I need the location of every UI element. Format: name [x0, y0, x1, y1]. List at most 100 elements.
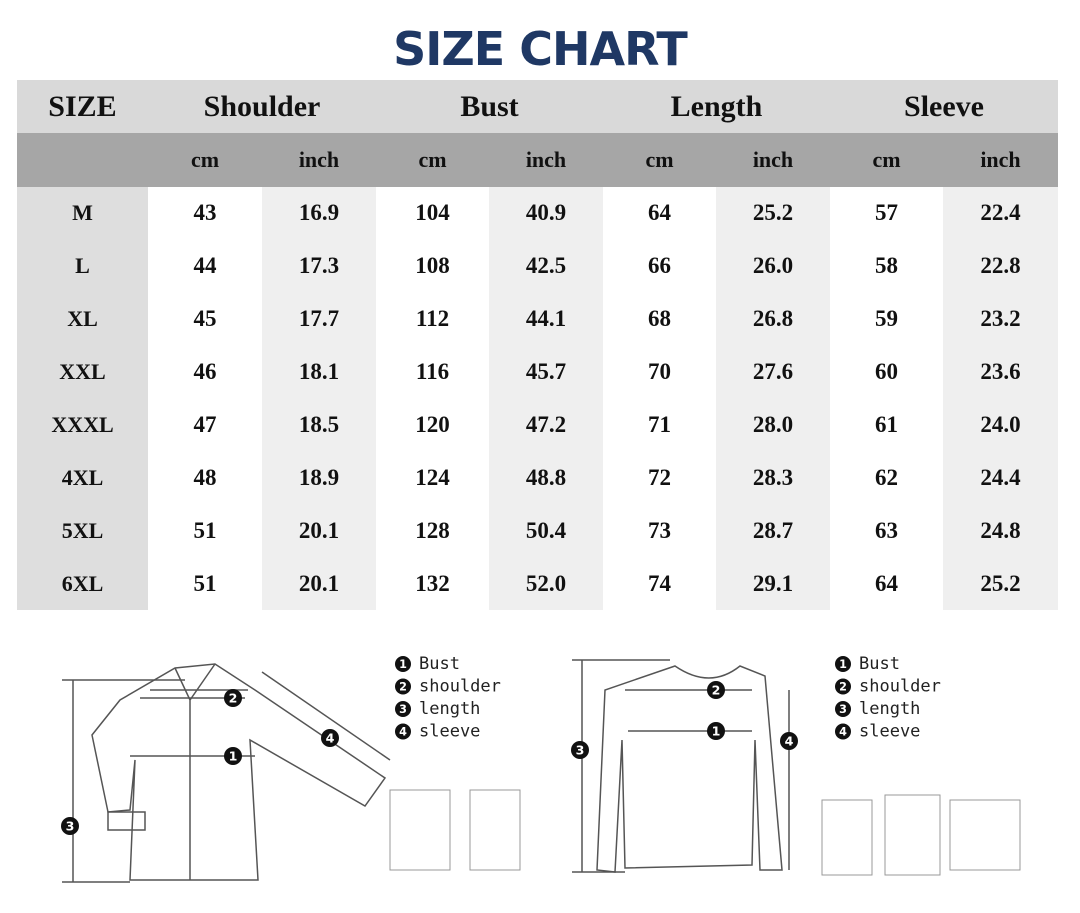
table-cell: 73 [603, 504, 716, 558]
table-cell: 26.0 [716, 239, 830, 293]
number-badge [395, 656, 411, 672]
table-cell: L [17, 239, 148, 293]
table-cell: 42.5 [489, 239, 603, 293]
table-cell: 71 [603, 398, 716, 452]
number-badge [835, 723, 851, 740]
header-cell: Bust [376, 80, 603, 133]
table-cell: 62 [830, 451, 943, 505]
number-text: 3 [576, 743, 585, 758]
table-cell: 60 [830, 345, 943, 399]
table-cell: 64 [830, 557, 943, 610]
table-cell: 25.2 [943, 557, 1058, 610]
legend-label: length [419, 699, 480, 719]
legend-label: Bust [419, 654, 460, 674]
table-cell: 47.2 [489, 398, 603, 452]
subheader-cell [17, 133, 148, 187]
number-badge [224, 689, 242, 707]
number-badge [835, 656, 851, 672]
table-cell: 68 [603, 292, 716, 346]
number-badge [395, 701, 411, 717]
header-cell: Length [603, 80, 830, 133]
table-cell: 72 [603, 451, 716, 505]
subheader-cell: inch [716, 133, 830, 187]
table-cell: 18.1 [262, 345, 376, 399]
table-cell: 4XL [17, 451, 148, 505]
table-cell: 51 [148, 557, 262, 610]
table-cell: 48.8 [489, 451, 603, 505]
subheader-cell: cm [603, 133, 716, 187]
number-badge [321, 729, 339, 747]
legend-label: shoulder [859, 677, 941, 697]
table-cell: 18.9 [262, 451, 376, 505]
table-cell: 74 [603, 557, 716, 610]
table-cell: 112 [376, 292, 489, 346]
number-badge [571, 741, 589, 759]
table-cell: 18.5 [262, 398, 376, 452]
table-cell: 24.8 [943, 504, 1058, 558]
number-text: 4 [326, 731, 335, 746]
number-text: 1 [229, 749, 238, 764]
table-cell: 52.0 [489, 557, 603, 610]
table-cell: 6XL [17, 557, 148, 610]
table-cell: 50.4 [489, 504, 603, 558]
table-cell: 63 [830, 504, 943, 558]
header-cell: SIZE [17, 80, 148, 133]
table-cell: 51 [148, 504, 262, 558]
table-cell: 29.1 [716, 557, 830, 610]
table-cell: 17.7 [262, 292, 376, 346]
table-cell: 132 [376, 557, 489, 610]
table-cell: 43 [148, 187, 262, 240]
number-badge [780, 732, 798, 750]
table-cell: 27.6 [716, 345, 830, 399]
number-badge [707, 722, 725, 740]
table-cell: 70 [603, 345, 716, 399]
table-cell: XL [17, 292, 148, 346]
table-cell: 28.7 [716, 504, 830, 558]
number-text: 1 [712, 724, 721, 739]
legend-label: shoulder [419, 677, 501, 697]
table-cell: 104 [376, 187, 489, 240]
subheader-cell: inch [943, 133, 1058, 187]
number-text: 4 [399, 726, 407, 739]
legend-label: sleeve [419, 722, 480, 742]
number-badge [224, 747, 242, 765]
table-cell: 47 [148, 398, 262, 452]
table-cell: 17.3 [262, 239, 376, 293]
table-cell: 23.2 [943, 292, 1058, 346]
table-cell: 23.6 [943, 345, 1058, 399]
table-cell: 40.9 [489, 187, 603, 240]
table-cell: 64 [603, 187, 716, 240]
subheader-cell: inch [489, 133, 603, 187]
table-cell: 16.9 [262, 187, 376, 240]
number-badge [61, 817, 79, 835]
subheader-cell: inch [262, 133, 376, 187]
table-cell: 45.7 [489, 345, 603, 399]
table-cell: XXL [17, 345, 148, 399]
table-cell: 46 [148, 345, 262, 399]
table-cell: 25.2 [716, 187, 830, 240]
table-cell: 20.1 [262, 504, 376, 558]
table-cell: 59 [830, 292, 943, 346]
number-text: 3 [399, 703, 407, 716]
number-badge [395, 678, 411, 695]
table-cell: 24.4 [943, 451, 1058, 505]
table-cell: M [17, 187, 148, 240]
number-text: 4 [839, 726, 847, 739]
table-cell: 20.1 [262, 557, 376, 610]
table-cell: 44.1 [489, 292, 603, 346]
table-cell: 124 [376, 451, 489, 505]
number-badge [707, 681, 725, 699]
number-badge [835, 678, 851, 695]
number-text: 2 [399, 681, 407, 694]
sweater-drawing [572, 659, 1021, 876]
subheader-cell: cm [376, 133, 489, 187]
number-text: 2 [839, 681, 847, 694]
table-cell: 44 [148, 239, 262, 293]
subheader-cell: cm [148, 133, 262, 187]
number-badge [835, 701, 851, 717]
table-cell: 24.0 [943, 398, 1058, 452]
number-text: 4 [785, 734, 794, 749]
number-text: 2 [712, 683, 721, 698]
